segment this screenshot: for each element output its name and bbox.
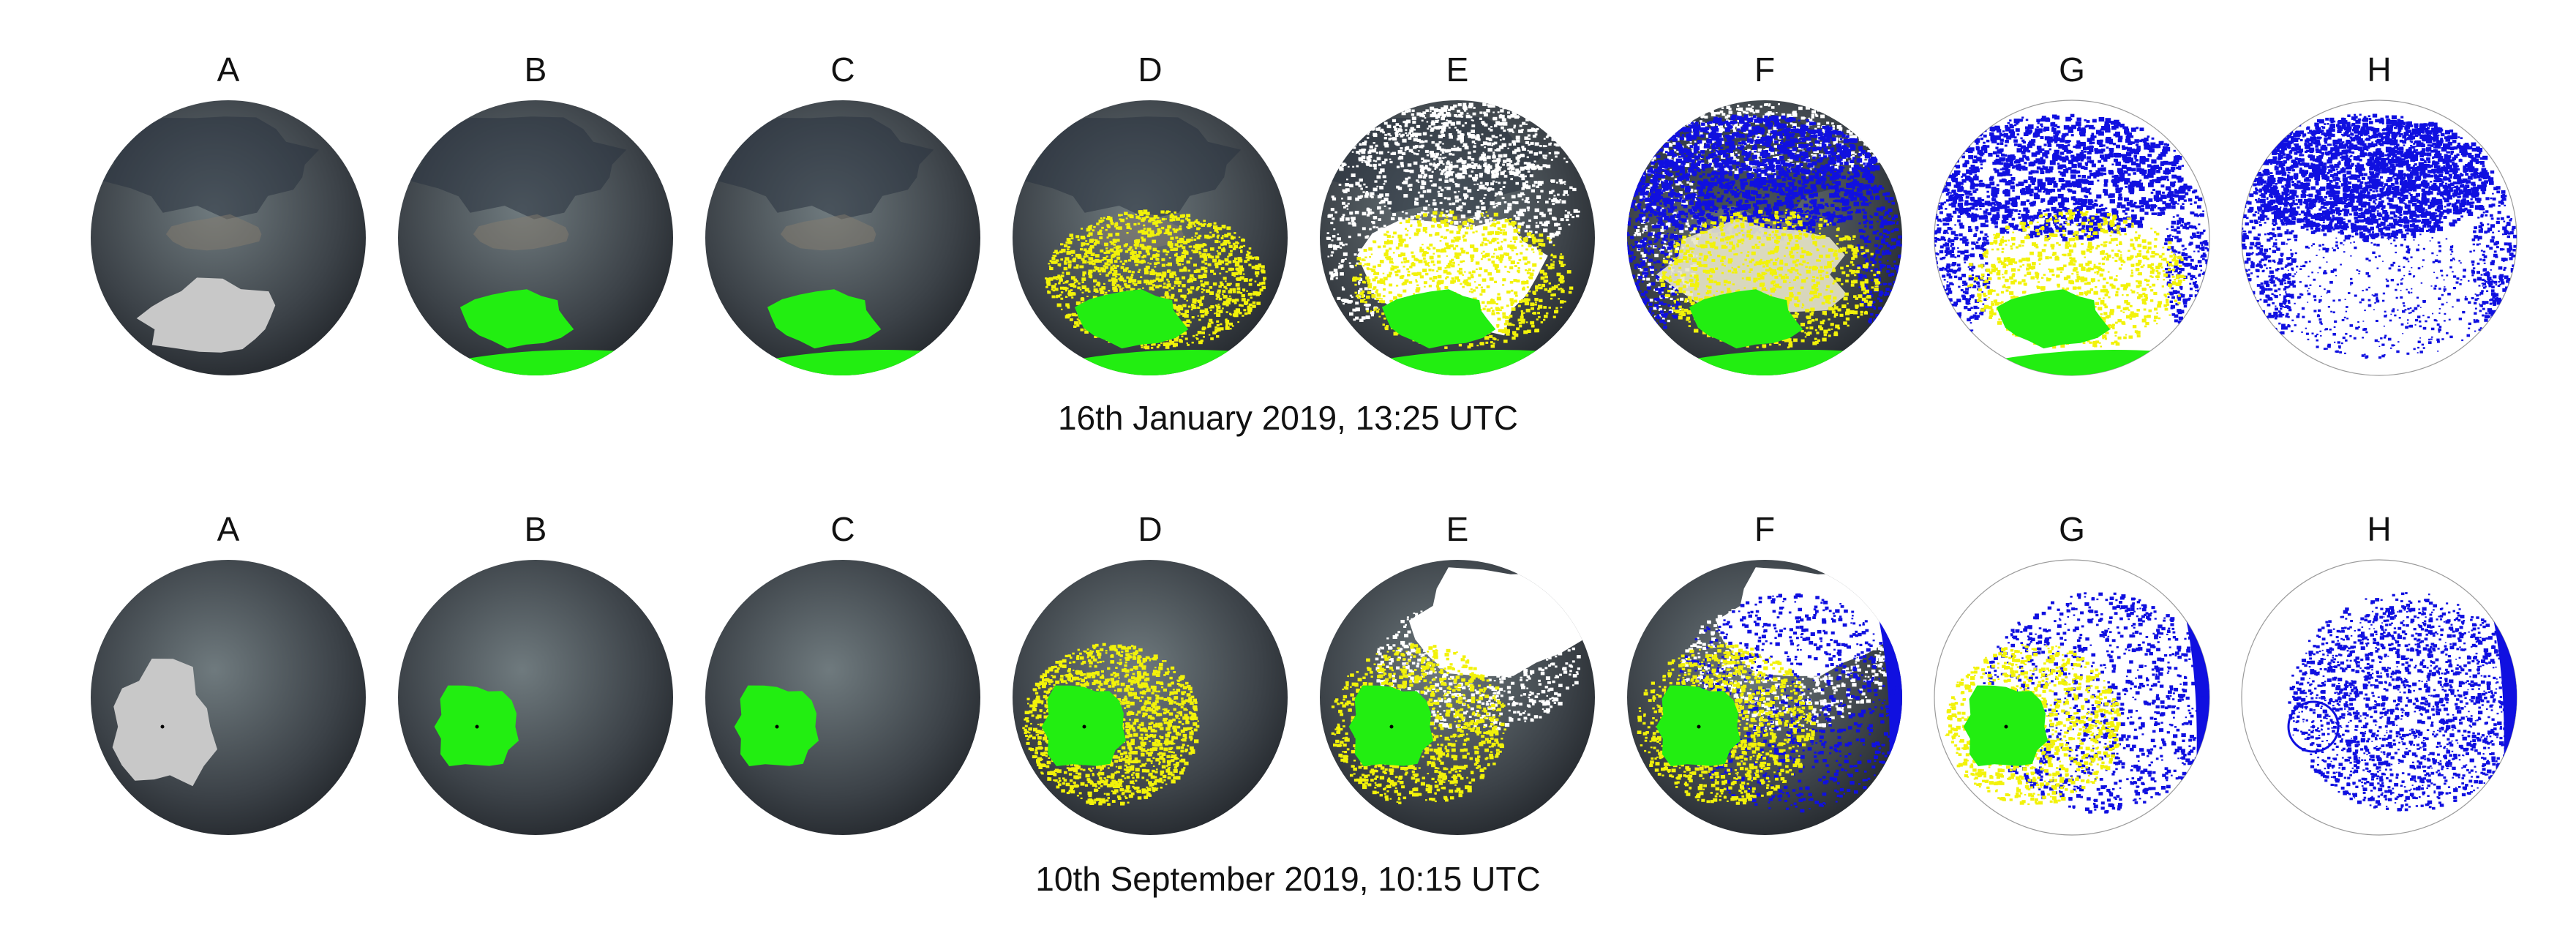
sun-mask xyxy=(1689,289,1803,349)
bright-cloud-patch xyxy=(780,214,876,251)
sun-mask xyxy=(1074,289,1189,349)
sky-content xyxy=(1331,567,1583,804)
sky-content xyxy=(1326,102,1595,375)
sky-image-2-f xyxy=(1627,560,1902,835)
sky-image-2-d xyxy=(1013,560,1288,835)
sky-content xyxy=(434,685,519,766)
sun-center-marker xyxy=(160,725,165,729)
sun-glare xyxy=(112,659,217,787)
sky-image-2-g xyxy=(1934,559,2210,836)
clear-sky-pixels xyxy=(2164,185,2209,331)
sky-content xyxy=(1934,113,2209,375)
dark-cloud-area xyxy=(1021,116,1242,220)
dark-cloud-area xyxy=(99,116,320,220)
panel-label: F xyxy=(1622,512,1907,546)
sky-image-2-b xyxy=(398,560,673,835)
horizon-mask xyxy=(1037,350,1278,375)
sky-image-2-h xyxy=(2241,559,2517,836)
panel-label: H xyxy=(2237,53,2522,86)
sky-disk xyxy=(705,560,980,835)
panel-label: E xyxy=(1315,512,1600,546)
panel-label: D xyxy=(1007,53,1293,86)
bright-cloud-patch xyxy=(473,214,569,251)
clear-sky-pixels xyxy=(2253,118,2488,237)
sky-content xyxy=(112,659,217,787)
panel-label: G xyxy=(1929,512,2215,546)
panel-label: B xyxy=(393,53,678,86)
sun-center-marker xyxy=(1389,725,1394,729)
sky-image-1-b xyxy=(398,100,673,375)
sky-image-1-e xyxy=(1320,100,1595,375)
sky-content xyxy=(1021,116,1278,375)
sky-content xyxy=(2242,113,2517,359)
sky-image-1-f xyxy=(1627,100,1902,375)
sky-content xyxy=(99,116,320,353)
sun-mask xyxy=(459,289,574,349)
sky-image-1-h xyxy=(2241,100,2517,376)
horizon-mask xyxy=(422,350,664,375)
sun-glare xyxy=(136,277,276,353)
sky-image-2-e xyxy=(1320,560,1595,835)
panel-label: A xyxy=(86,53,371,86)
panel-label: B xyxy=(393,512,678,546)
panel-label: F xyxy=(1622,53,1907,86)
horizon-mask xyxy=(729,350,971,375)
caption-row-1: 16th January 2019, 13:25 UTC xyxy=(0,401,2576,435)
panel-label: A xyxy=(86,512,371,546)
horizon-mask xyxy=(1344,350,1585,375)
horizon-mask xyxy=(1651,350,1893,375)
sun-center-marker xyxy=(475,725,479,729)
sun-center-marker xyxy=(1082,725,1086,729)
panel-label: H xyxy=(2237,512,2522,546)
sky-disk xyxy=(398,560,673,835)
sky-image-2-c xyxy=(705,560,980,835)
sun-mask xyxy=(1996,289,2111,349)
dark-cloud-area xyxy=(406,116,627,220)
cloud-pixels xyxy=(1391,154,1580,258)
sun-center-marker xyxy=(2311,725,2316,729)
sky-image-1-d xyxy=(1013,100,1288,375)
dark-cloud-area xyxy=(713,116,934,220)
panel-label: C xyxy=(700,512,985,546)
panel-label: E xyxy=(1315,53,1600,86)
sky-image-2-a xyxy=(91,560,366,835)
circumsolar-pixels xyxy=(1967,209,2186,349)
sun-mask xyxy=(767,289,882,349)
bright-cloud-patch xyxy=(165,214,262,251)
sun-mask xyxy=(1381,289,1496,349)
sky-content xyxy=(734,685,819,766)
sky-content xyxy=(1022,643,1200,806)
cloud-region xyxy=(1716,567,1890,676)
sky-image-1-g xyxy=(1934,100,2210,376)
sun-ring xyxy=(2287,700,2340,753)
sun-center-marker xyxy=(775,725,779,729)
panel-label: G xyxy=(1929,53,2215,86)
sky-image-1-a xyxy=(91,100,366,375)
panel-label: D xyxy=(1007,512,1293,546)
sun-center-marker xyxy=(2004,725,2008,729)
panel-label: C xyxy=(700,53,985,86)
sun-center-marker xyxy=(1697,725,1701,729)
caption-row-2: 10th September 2019, 10:15 UTC xyxy=(0,862,2576,896)
sky-image-1-c xyxy=(705,100,980,375)
clear-sky-pixels xyxy=(2266,227,2503,359)
horizon-mask xyxy=(1959,350,2200,375)
